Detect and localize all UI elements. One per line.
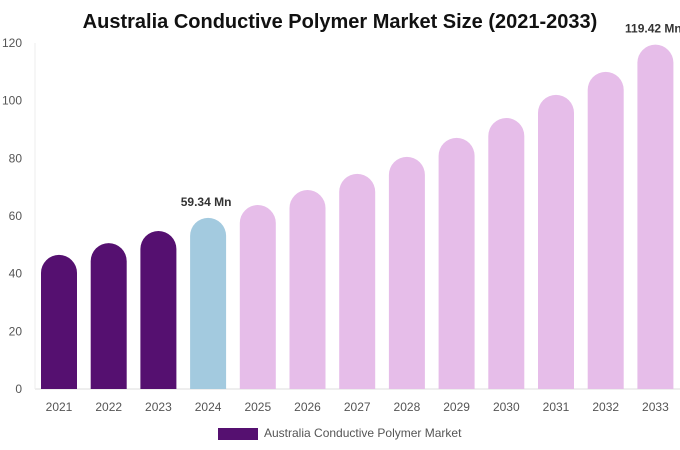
bar-2022 [90, 243, 127, 389]
bar-2027 [339, 173, 376, 389]
legend-swatch [218, 428, 258, 440]
bar-2030 [488, 117, 525, 389]
x-tick-label: 2025 [244, 400, 271, 414]
x-tick-label: 2031 [543, 400, 570, 414]
bar-2024 [190, 217, 227, 389]
y-tick-label: 100 [2, 94, 22, 108]
bar-2032 [587, 71, 624, 389]
data-label: 59.34 Mn [181, 195, 232, 209]
x-tick-label: 2030 [493, 400, 520, 414]
x-tick-label: 2033 [642, 400, 669, 414]
x-tick-label: 2022 [95, 400, 122, 414]
legend-label: Australia Conductive Polymer Market [264, 426, 462, 440]
data-label: 119.42 Mn [625, 22, 680, 36]
bar-2029 [438, 137, 475, 389]
bar-2031 [538, 94, 574, 389]
chart-title: Australia Conductive Polymer Market Size… [83, 11, 598, 33]
bar-2023 [140, 230, 177, 389]
x-tick-label: 2026 [294, 400, 321, 414]
bar-2028 [388, 156, 425, 389]
y-tick-label: 20 [9, 324, 23, 338]
bar-2033 [637, 44, 674, 389]
y-tick-label: 120 [2, 36, 22, 50]
y-tick-label: 80 [9, 151, 23, 165]
bar-2021 [41, 254, 77, 389]
x-tick-label: 2023 [145, 400, 172, 414]
x-tick-label: 2024 [195, 400, 222, 414]
y-tick-label: 0 [15, 382, 22, 396]
x-tick-label: 2029 [443, 400, 470, 414]
x-tick-label: 2021 [46, 400, 73, 414]
bar-2025 [239, 205, 276, 389]
y-tick-label: 40 [9, 267, 23, 281]
x-tick-label: 2028 [394, 400, 421, 414]
x-tick-label: 2027 [344, 400, 371, 414]
y-tick-label: 60 [9, 209, 23, 223]
x-tick-label: 2032 [592, 400, 619, 414]
bar-2026 [289, 190, 326, 389]
